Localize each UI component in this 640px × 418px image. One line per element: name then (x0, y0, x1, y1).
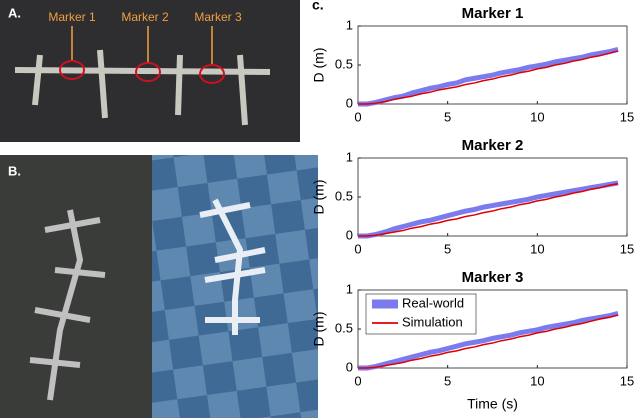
x-tick-label: 0 (354, 241, 361, 256)
x-tick-label: 0 (354, 373, 361, 388)
robot-b-sim (199, 198, 266, 335)
series-line (358, 310, 619, 371)
marker-label: Marker 1 (48, 10, 96, 24)
x-tick-label: 15 (620, 241, 634, 256)
y-axis-label: D (m) (311, 180, 327, 215)
robot-b (29, 209, 106, 401)
plot-area (357, 157, 628, 237)
x-tick-label: 5 (444, 109, 451, 124)
x-axis-label: Time (s) (467, 396, 518, 412)
y-tick-label: 0.5 (335, 188, 353, 203)
photo-b-real (0, 155, 152, 418)
y-tick-label: 0.5 (335, 56, 353, 71)
x-tick-label: 15 (620, 109, 634, 124)
x-tick-label: 5 (444, 241, 451, 256)
y-tick-label: 0 (346, 95, 353, 110)
y-tick-label: 0 (346, 359, 353, 374)
marker-label: Marker 2 (121, 10, 169, 24)
chart-title: Marker 3 (462, 269, 524, 286)
y-tick-label: 1 (346, 17, 353, 32)
panel-label: c. (312, 0, 324, 13)
y-tick-label: 1 (346, 149, 353, 164)
y-axis-label: D (m) (311, 48, 327, 83)
chart-title: Marker 2 (462, 137, 524, 154)
legend-label: Simulation (402, 314, 463, 329)
panel-label: B. (8, 163, 21, 178)
x-tick-label: 10 (530, 373, 544, 388)
marker-arrows (71, 26, 213, 64)
x-tick-label: 15 (620, 373, 634, 388)
series-line (358, 46, 619, 107)
series-line (358, 183, 619, 237)
markers-a (59, 60, 225, 84)
x-tick-label: 5 (444, 373, 451, 388)
y-tick-label: 0 (346, 227, 353, 242)
y-tick-label: 0.5 (335, 320, 353, 335)
series-line (358, 50, 619, 105)
plot-area (357, 25, 628, 105)
x-tick-label: 0 (354, 109, 361, 124)
chart-title: Marker 1 (462, 5, 524, 22)
robot-a (14, 49, 271, 126)
y-tick-label: 1 (346, 281, 353, 296)
series-line (358, 180, 619, 239)
legend-label: Real-world (402, 295, 464, 310)
x-tick-label: 10 (530, 109, 544, 124)
x-tick-label: 10 (530, 241, 544, 256)
panel-label: A. (8, 5, 21, 20)
series-line (358, 314, 619, 369)
marker-label: Marker 3 (194, 10, 242, 24)
y-axis-label: D (m) (311, 312, 327, 347)
